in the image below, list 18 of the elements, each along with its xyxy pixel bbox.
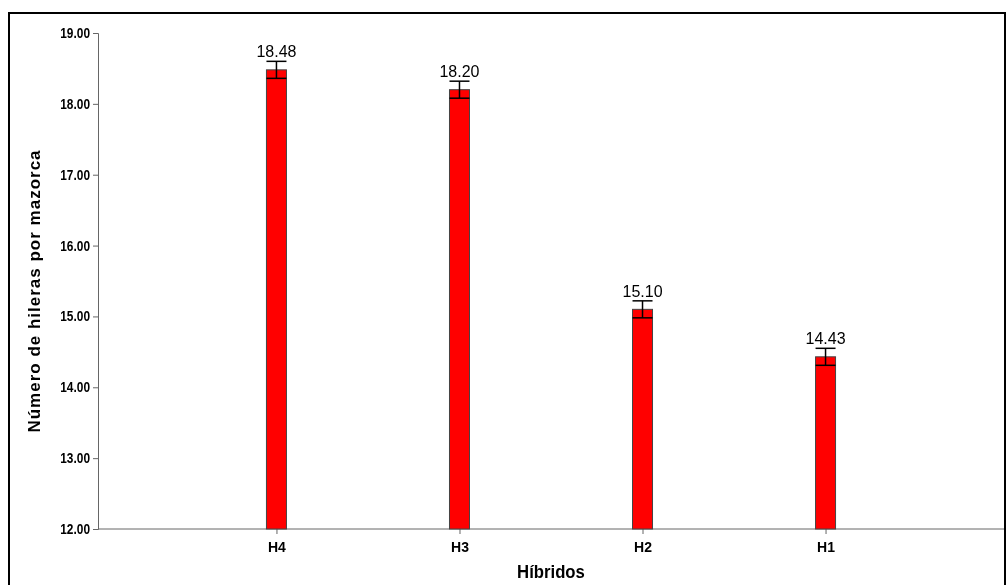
y-tick-label: 18.00	[60, 95, 90, 113]
data-label: 14.43	[805, 330, 846, 348]
y-tick-label: 13.00	[60, 450, 90, 467]
x-tick-label: H1	[817, 539, 836, 556]
y-tick-label: 15.00	[60, 308, 90, 325]
data-label: 18.48	[256, 43, 297, 61]
x-tick-label: H3	[451, 539, 470, 556]
y-tick-label: 14.00	[60, 379, 90, 396]
y-tick-label: 19.00	[60, 25, 90, 42]
y-axis-title: Número de hileras por mazorca	[25, 149, 44, 433]
x-tick-label: H4	[268, 539, 287, 556]
y-tick-label: 12.00	[60, 521, 90, 538]
x-axis-title: Híbridos	[517, 561, 585, 583]
x-tick-label: H2	[634, 539, 653, 556]
y-tick-label: 17.00	[60, 166, 90, 183]
data-label: 18.20	[439, 63, 480, 81]
y-tick-label: 16.00	[60, 237, 90, 254]
data-label: 15.10	[622, 282, 663, 300]
